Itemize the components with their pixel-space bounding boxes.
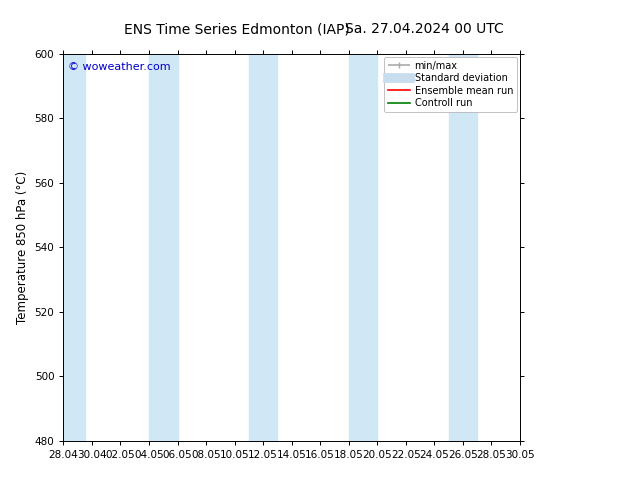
Y-axis label: Temperature 850 hPa (°C): Temperature 850 hPa (°C) <box>16 171 29 324</box>
Bar <box>149 54 178 441</box>
Bar <box>249 54 278 441</box>
Bar <box>449 54 477 441</box>
Legend: min/max, Standard deviation, Ensemble mean run, Controll run: min/max, Standard deviation, Ensemble me… <box>384 57 517 112</box>
Text: © woweather.com: © woweather.com <box>68 62 171 72</box>
Text: ENS Time Series Edmonton (IAP): ENS Time Series Edmonton (IAP) <box>124 22 350 36</box>
Bar <box>63 54 85 441</box>
Text: Sa. 27.04.2024 00 UTC: Sa. 27.04.2024 00 UTC <box>345 22 503 36</box>
Bar <box>349 54 377 441</box>
